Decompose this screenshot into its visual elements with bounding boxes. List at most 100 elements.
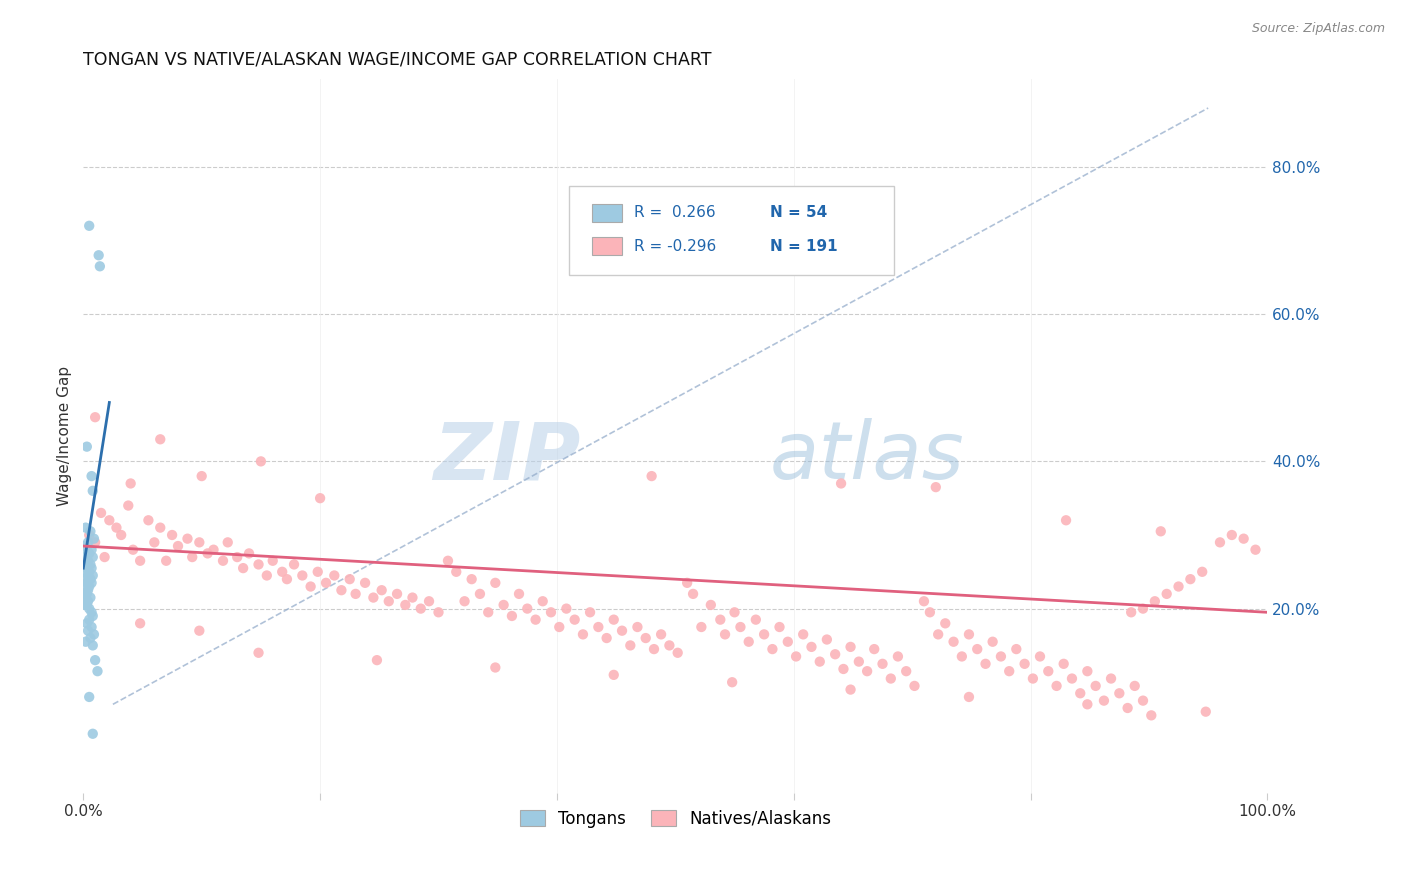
- Point: [824, 647, 846, 661]
- Point: [1116, 701, 1139, 715]
- Point: [839, 682, 862, 697]
- Point: [89, 260, 111, 274]
- Point: [752, 627, 775, 641]
- Bar: [592, 204, 621, 222]
- Point: [572, 627, 595, 641]
- Point: [176, 532, 198, 546]
- Point: [650, 627, 672, 641]
- Point: [950, 649, 973, 664]
- Point: [77, 613, 100, 627]
- Point: [640, 469, 662, 483]
- Point: [427, 605, 450, 619]
- Point: [77, 528, 100, 542]
- Text: R =  0.266: R = 0.266: [634, 205, 716, 220]
- Point: [1053, 657, 1076, 671]
- Point: [73, 587, 96, 601]
- Point: [1220, 528, 1243, 542]
- Point: [79, 558, 101, 572]
- Point: [848, 655, 870, 669]
- Point: [76, 575, 98, 590]
- Point: [79, 591, 101, 605]
- Point: [160, 528, 183, 542]
- Point: [77, 594, 100, 608]
- Point: [75, 591, 97, 605]
- Point: [283, 558, 305, 572]
- Point: [682, 587, 704, 601]
- Point: [1045, 679, 1067, 693]
- Text: N = 191: N = 191: [770, 239, 838, 254]
- Point: [73, 598, 96, 612]
- Point: [643, 642, 665, 657]
- Point: [323, 568, 346, 582]
- Point: [77, 690, 100, 704]
- Point: [138, 513, 160, 527]
- Point: [1209, 535, 1232, 549]
- Point: [80, 605, 103, 619]
- Point: [531, 594, 554, 608]
- Point: [1143, 594, 1166, 608]
- Point: [934, 616, 956, 631]
- Point: [730, 620, 752, 634]
- Point: [468, 587, 491, 601]
- Point: [1180, 572, 1202, 586]
- Point: [79, 631, 101, 645]
- Point: [76, 561, 98, 575]
- Point: [912, 594, 935, 608]
- Point: [247, 558, 270, 572]
- Point: [418, 594, 440, 608]
- Point: [354, 575, 377, 590]
- Point: [155, 554, 177, 568]
- Text: atlas: atlas: [770, 418, 965, 496]
- Point: [80, 542, 103, 557]
- Point: [82, 550, 104, 565]
- Point: [75, 550, 97, 565]
- Point: [401, 591, 423, 605]
- Point: [776, 634, 799, 648]
- Point: [887, 649, 910, 664]
- Point: [149, 432, 172, 446]
- Point: [105, 521, 128, 535]
- Point: [93, 550, 115, 565]
- Point: [76, 587, 98, 601]
- Text: R = -0.296: R = -0.296: [634, 239, 716, 254]
- Point: [299, 580, 322, 594]
- Point: [1150, 524, 1173, 539]
- Point: [77, 568, 100, 582]
- Point: [1108, 686, 1130, 700]
- Point: [785, 649, 807, 664]
- Point: [82, 639, 104, 653]
- Point: [120, 476, 142, 491]
- Point: [918, 605, 941, 619]
- Point: [167, 539, 190, 553]
- Point: [998, 664, 1021, 678]
- Point: [437, 554, 460, 568]
- Point: [880, 672, 903, 686]
- Point: [1092, 693, 1115, 707]
- Point: [84, 410, 107, 425]
- Point: [981, 634, 1004, 648]
- Point: [808, 655, 831, 669]
- Point: [856, 664, 879, 678]
- Point: [232, 561, 254, 575]
- Text: Source: ZipAtlas.com: Source: ZipAtlas.com: [1251, 22, 1385, 36]
- Point: [82, 568, 104, 582]
- Point: [666, 646, 689, 660]
- Point: [1054, 513, 1077, 527]
- Point: [1132, 601, 1154, 615]
- Point: [363, 591, 385, 605]
- Point: [77, 601, 100, 615]
- Point: [815, 632, 838, 647]
- Point: [595, 631, 617, 645]
- Point: [117, 499, 139, 513]
- Point: [330, 583, 353, 598]
- Point: [1156, 587, 1178, 601]
- Point: [378, 594, 401, 608]
- Point: [942, 634, 965, 648]
- Point: [966, 642, 988, 657]
- Point: [957, 627, 980, 641]
- Point: [709, 613, 731, 627]
- Point: [79, 524, 101, 539]
- Point: [477, 605, 499, 619]
- Point: [721, 675, 744, 690]
- Point: [896, 664, 918, 678]
